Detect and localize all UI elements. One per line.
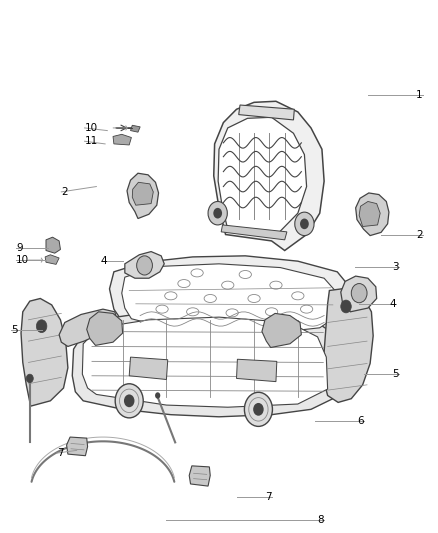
Circle shape (213, 208, 222, 219)
Polygon shape (214, 101, 324, 251)
Text: 2: 2 (61, 187, 68, 197)
Polygon shape (356, 193, 389, 236)
Polygon shape (67, 437, 88, 456)
Polygon shape (218, 117, 307, 236)
Polygon shape (132, 182, 153, 205)
Polygon shape (129, 357, 168, 379)
Text: 4: 4 (390, 299, 396, 309)
Text: 11: 11 (85, 136, 98, 146)
Circle shape (115, 384, 143, 418)
Polygon shape (46, 237, 60, 253)
Text: 10: 10 (85, 123, 98, 133)
Polygon shape (221, 225, 287, 240)
Text: 3: 3 (392, 262, 399, 271)
Polygon shape (87, 312, 123, 345)
Circle shape (244, 392, 272, 426)
Circle shape (137, 256, 152, 275)
Polygon shape (127, 173, 159, 219)
Text: 2: 2 (416, 230, 423, 239)
Circle shape (295, 212, 314, 236)
Polygon shape (122, 264, 339, 333)
Circle shape (300, 219, 309, 229)
Polygon shape (237, 359, 277, 382)
Polygon shape (21, 298, 68, 406)
Text: 9: 9 (16, 243, 23, 253)
Polygon shape (262, 313, 301, 348)
Text: 7: 7 (265, 492, 272, 502)
Text: 5: 5 (392, 369, 399, 379)
Polygon shape (82, 317, 328, 407)
Polygon shape (239, 105, 294, 120)
Circle shape (36, 320, 47, 333)
Text: 5: 5 (11, 326, 18, 335)
Circle shape (341, 300, 351, 313)
Text: 6: 6 (357, 416, 364, 426)
Polygon shape (341, 276, 377, 312)
Circle shape (124, 394, 134, 407)
Text: 10: 10 (16, 255, 29, 265)
Circle shape (26, 374, 33, 383)
Polygon shape (72, 308, 339, 417)
Polygon shape (323, 288, 373, 402)
Polygon shape (125, 252, 164, 278)
Text: 4: 4 (101, 256, 107, 266)
Polygon shape (113, 134, 131, 145)
Polygon shape (59, 309, 117, 346)
Polygon shape (131, 125, 140, 132)
Circle shape (155, 392, 160, 399)
Text: 7: 7 (57, 448, 64, 458)
Polygon shape (45, 255, 59, 264)
Polygon shape (189, 466, 210, 486)
Polygon shape (359, 201, 380, 227)
Circle shape (351, 284, 367, 303)
Polygon shape (110, 256, 355, 341)
Text: 1: 1 (416, 90, 423, 100)
Circle shape (253, 403, 264, 416)
Text: 8: 8 (318, 515, 324, 524)
Circle shape (208, 201, 227, 225)
